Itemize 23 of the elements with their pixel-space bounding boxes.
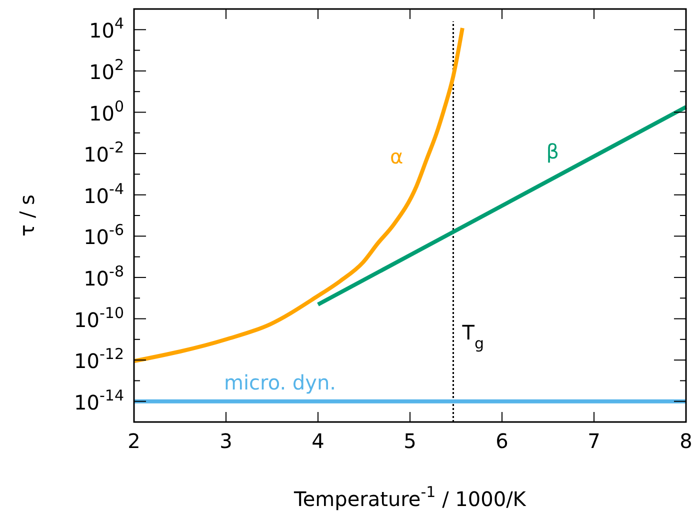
y-tick-label: 10$^{-2}$: [84, 138, 124, 167]
x-tick-label: 6: [496, 429, 508, 453]
y-tick-label: 10$^{-10}$: [74, 304, 124, 332]
x-tick-label: 7: [588, 429, 600, 453]
x-tick-label: 5: [404, 429, 416, 453]
y-tick-label: 10$^{-8}$: [84, 262, 124, 290]
ref-line-label: T$_{g}$: [461, 320, 484, 352]
y-tick-label: 10$^{-4}$: [84, 180, 124, 208]
y-tick-label: 10$^{0}$: [89, 97, 124, 126]
series-label: β: [546, 140, 559, 164]
series-label: α: [390, 144, 404, 169]
y-tick-label: 10$^{-14}$: [74, 386, 124, 414]
y-axis-title: τ / s: [15, 194, 39, 236]
y-tick-label: 10$^{2}$: [89, 56, 124, 84]
y-tick-label: 10$^{-6}$: [84, 221, 124, 250]
x-tick-label: 4: [312, 429, 324, 453]
y-tick-label: 10$^{4}$: [89, 14, 124, 43]
y-tick-label: 10$^{-12}$: [74, 345, 124, 374]
x-tick-label: 8: [680, 429, 692, 453]
series-label: micro. dyn.: [224, 370, 336, 394]
x-tick-label: 3: [220, 429, 232, 453]
x-axis-title: Temperature$^{-1}$ / 1000/K: [293, 483, 527, 511]
x-tick-label: 2: [128, 429, 140, 453]
